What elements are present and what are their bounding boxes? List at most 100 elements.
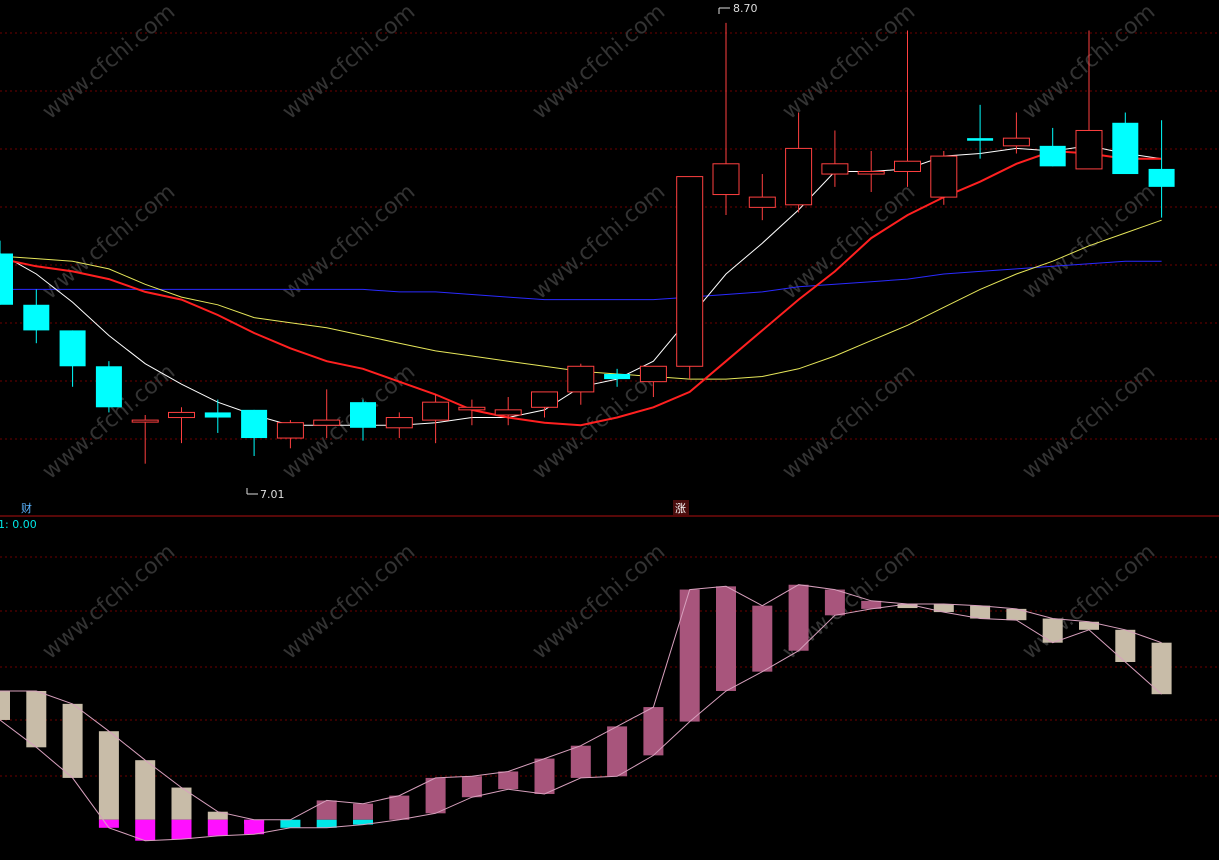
oscillator-label: 1: 0.00 [0,518,37,531]
oscillator-base-bar [171,819,192,840]
candle-body-up [748,196,776,208]
high-annotation: 8.70 [718,2,758,15]
oscillator-bar [970,605,991,619]
candle-body-down [0,253,13,305]
oscillator-bar [716,586,736,691]
watermark: www.cfchi.com www.cfchi.com www.cfchi.com w… [38,0,1160,665]
oscillator-bar [135,760,156,820]
candle-body-down [95,366,122,408]
candle-body-up [313,419,341,426]
oscillator-bar [607,726,628,777]
oscillator-bar [570,745,591,778]
oscillator-base-bar [244,819,265,835]
candle-body-up [531,391,558,408]
marker-cai: 财 [21,501,32,515]
oscillator-bar [861,600,882,609]
oscillator-bar [752,605,773,672]
candle-body-up [1075,129,1103,170]
oscillator-bar [62,703,83,778]
candlestick-series [0,22,1175,464]
oscillator-base-bar [353,819,373,825]
oscillator-bar [389,795,410,820]
candle-body-up [1002,137,1030,147]
low-annotation: 7.01 [246,488,285,501]
oscillator-bar [1115,629,1136,662]
candle-body-down [23,304,50,331]
candle-body-up [676,176,704,367]
candle-body-down [1112,122,1139,175]
oscillator-bar [207,811,228,820]
candle-body-up [857,170,885,175]
watermark-text: www.cfchi.com [778,359,920,484]
candle-body-up [639,365,667,383]
candle-body-up [458,406,486,411]
oscillator-bar [788,584,809,651]
marker-zhang: 涨 [675,502,686,515]
candle-body-up [567,365,595,393]
oscillator-bar [425,777,446,814]
candle-body-up [385,417,413,429]
oscillator-bar [171,787,192,820]
candle-body-up [168,411,195,419]
oscillator-upper-line [0,584,1162,821]
oscillator-bar [461,776,482,798]
low-price-label: 7.01 [260,488,285,501]
oscillator-bar [897,604,918,609]
oscillator-lower-line [0,603,1162,842]
watermark-text: www.cfchi.com [278,0,420,125]
oscillator-bar [1151,642,1172,695]
oscillator-bar [1042,618,1063,643]
candle-body-up [894,160,921,172]
ma-red-line [0,149,1162,427]
oscillator-bar [0,690,10,720]
oscillator-bar [98,731,119,820]
oscillator-bars [0,584,1172,842]
candle-body-down [604,373,631,380]
candle-body-up [422,401,450,421]
oscillator-base-bar [316,819,337,828]
candle-body-down [1039,145,1066,167]
candle-body-up [712,163,740,196]
candle-body-down [1148,168,1175,187]
candle-body-up [821,163,849,175]
candle-body-down [241,409,268,439]
oscillator-bar [1079,621,1099,630]
watermark-text: www.cfchi.com [38,539,180,664]
watermark-text: www.cfchi.com [528,0,670,125]
oscillator-bar [643,707,664,756]
oscillator-bar [534,758,555,794]
watermark-text: www.cfchi.com [278,539,420,664]
oscillator-bar [498,771,519,790]
watermark-text: www.cfchi.com [38,179,180,304]
candle-body-down [967,138,994,141]
watermark-text: www.cfchi.com [528,539,670,664]
watermark-text: www.cfchi.com [1018,359,1160,484]
oscillator-bar [26,690,47,748]
watermark-text: www.cfchi.com [528,179,670,304]
candle-body-up [276,422,304,439]
watermark-text: www.cfchi.com [778,0,920,125]
oscillator-bar [353,803,373,820]
candle-body-down [350,402,376,428]
watermark-text: www.cfchi.com [1018,539,1160,664]
candle-body-up [494,409,522,416]
oscillator-bar [824,589,845,616]
candle-body-up [785,147,813,206]
oscillator-base-bar [207,819,228,836]
oscillator-base-bar [98,819,119,828]
oscillator-bar [679,589,700,722]
candle-body-up [131,419,159,423]
candle-body-down [204,412,231,418]
marker-zhang-bg [673,500,689,515]
oscillator-bar [280,819,301,828]
oscillator-bar [933,604,954,613]
oscillator-base-bar [135,819,156,841]
ma-blue-line [0,260,1162,301]
watermark-text: www.cfchi.com [278,179,420,304]
watermark-text: www.cfchi.com [1018,179,1160,304]
oscillator-bar [316,800,337,820]
candle-body-down [59,330,86,367]
oscillator-bar [1006,608,1027,621]
candle-body-up [930,155,958,198]
